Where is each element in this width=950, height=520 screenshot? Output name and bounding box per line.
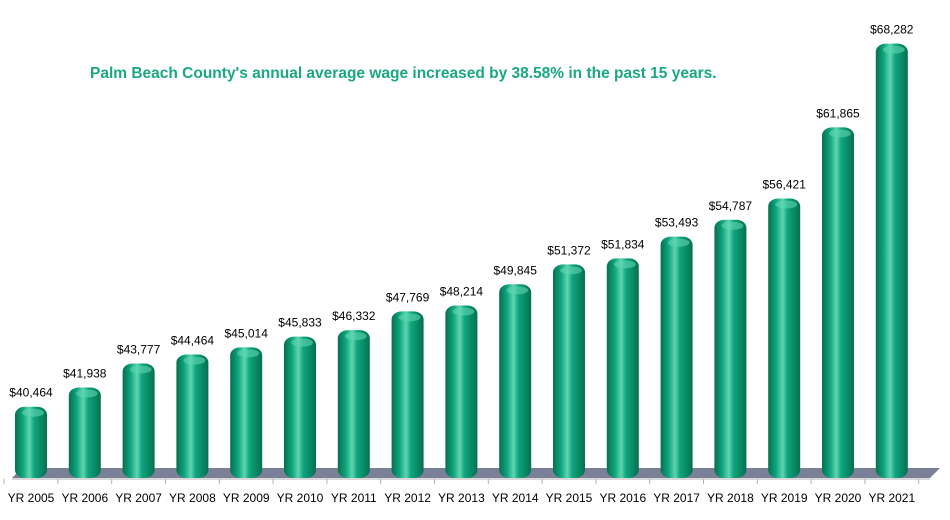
data-label: $40,464 [9, 386, 53, 400]
bar [875, 43, 908, 479]
bar-highlight [398, 313, 421, 322]
x-tick-label: YR 2020 [815, 491, 862, 505]
data-label: $45,833 [278, 316, 322, 330]
bar-highlight [829, 129, 851, 138]
bar [15, 406, 47, 478]
x-tick-label: YR 2016 [599, 491, 646, 505]
bar [606, 258, 639, 478]
x-tick-label: YR 2021 [868, 491, 915, 505]
x-tick-label: YR 2015 [546, 491, 593, 505]
bar [553, 264, 585, 478]
x-tick-label: YR 2008 [169, 491, 216, 505]
bar-highlight [22, 408, 44, 417]
x-tick-label: YR 2017 [653, 491, 700, 505]
bar [230, 347, 263, 478]
x-tick-label: YR 2018 [707, 491, 754, 505]
bar-highlight [75, 389, 98, 398]
bar [822, 127, 854, 479]
data-label: $47,769 [386, 290, 430, 304]
bar [337, 330, 370, 478]
x-tick-label: YR 2005 [8, 491, 55, 505]
bar-highlight [775, 200, 798, 209]
bar [445, 305, 478, 478]
bar [499, 284, 532, 478]
bar-highlight [344, 332, 367, 341]
x-tick-label: YR 2012 [384, 491, 431, 505]
x-tick-label: YR 2011 [331, 491, 377, 505]
data-label: $43,777 [117, 342, 161, 356]
bar-highlight [882, 45, 905, 54]
bar-highlight [613, 260, 636, 269]
bar [284, 336, 316, 478]
data-label: $68,282 [870, 23, 914, 37]
data-label: $44,464 [171, 333, 215, 347]
bar [391, 311, 424, 478]
data-label: $48,214 [440, 285, 484, 299]
data-label: $54,787 [709, 199, 753, 213]
bar-highlight [237, 349, 260, 358]
bar-highlight [291, 338, 313, 347]
data-label: $51,372 [547, 243, 591, 257]
data-label: $56,421 [763, 177, 807, 191]
x-tick-label: YR 2019 [761, 491, 808, 505]
bar-highlight [452, 307, 475, 316]
x-tick-label: YR 2007 [115, 491, 162, 505]
bar-highlight [183, 356, 206, 365]
data-label: $49,845 [494, 263, 538, 277]
bar-highlight [506, 286, 529, 295]
bar [768, 198, 801, 479]
bar [660, 236, 693, 478]
data-label: $41,938 [63, 366, 107, 380]
bar-highlight [560, 266, 582, 275]
data-label: $46,332 [332, 309, 376, 323]
bar-highlight [129, 365, 152, 374]
data-label: $61,865 [816, 106, 860, 120]
bar [176, 354, 209, 478]
bar-highlight [667, 238, 690, 247]
x-tick-label: YR 2013 [438, 491, 485, 505]
bar [68, 387, 101, 478]
data-label: $51,834 [601, 237, 645, 251]
x-tick-label: YR 2006 [61, 491, 108, 505]
data-label: $53,493 [655, 216, 699, 230]
bar [122, 363, 155, 478]
data-label: $45,014 [225, 326, 269, 340]
x-tick-label: YR 2009 [223, 491, 270, 505]
bar-highlight [721, 221, 744, 230]
x-tick-label: YR 2010 [277, 491, 324, 505]
chart-title: Palm Beach County's annual average wage … [90, 65, 717, 82]
bar [714, 219, 747, 478]
x-tick-label: YR 2014 [492, 491, 539, 505]
